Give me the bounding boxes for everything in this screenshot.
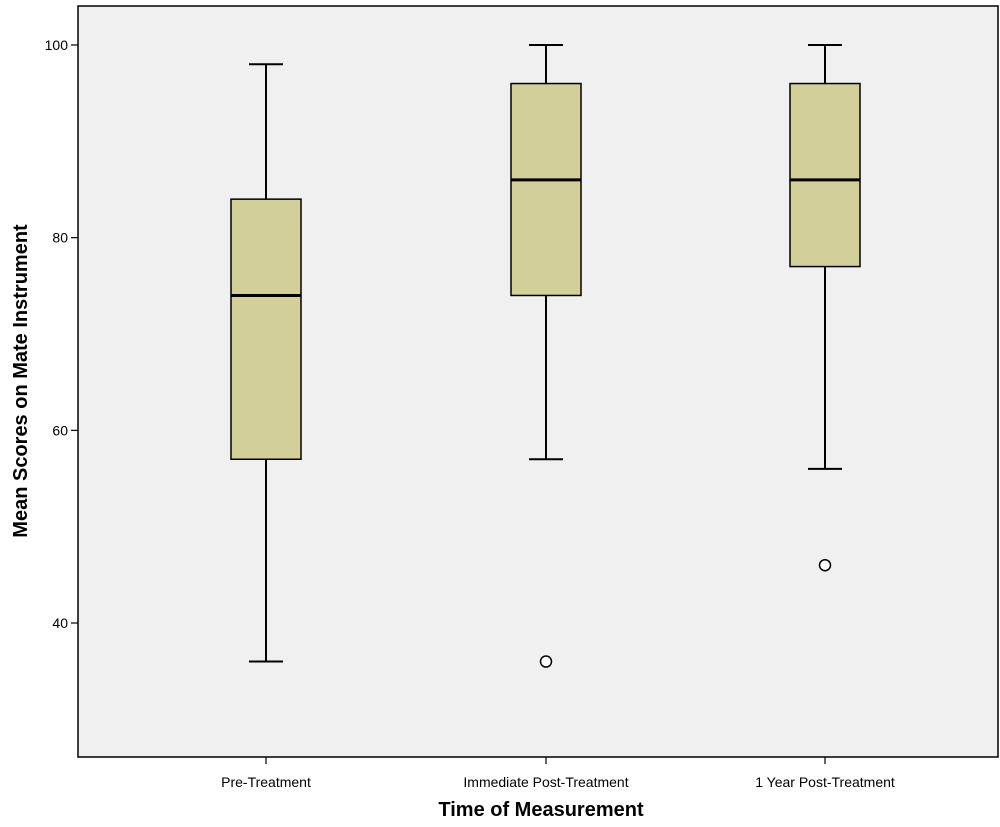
x-axis-title: Time of Measurement — [438, 799, 644, 821]
iqr-box — [789, 82, 861, 268]
x-axis: Pre-Treatment Immediate Post-Treatment 1 Y… — [221, 757, 895, 790]
x-tick-label: 1 Year Post-Treatment — [755, 774, 895, 790]
y-tick-label: 40 — [52, 615, 68, 631]
y-axis-title: Mean Scores on Mate Instrument — [10, 224, 32, 538]
outlier-point — [539, 655, 553, 668]
x-tick-label: Immediate Post-Treatment — [463, 774, 628, 790]
box-group — [230, 63, 302, 663]
x-tick-label: Pre-Treatment — [221, 774, 311, 790]
box-group — [789, 44, 861, 572]
iqr-box — [230, 198, 302, 460]
box-group — [510, 44, 582, 668]
box-marks — [230, 44, 861, 668]
y-axis: 40 60 80 100 — [45, 37, 78, 631]
y-tick-label: 100 — [45, 37, 69, 53]
outlier-point — [818, 558, 832, 572]
iqr-box — [510, 82, 582, 297]
y-tick-label: 80 — [52, 230, 68, 246]
y-tick-label: 60 — [52, 422, 68, 438]
